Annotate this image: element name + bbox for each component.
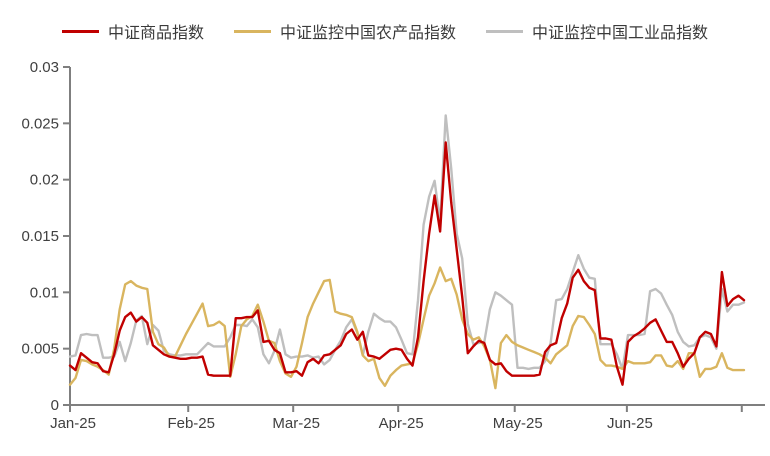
y-tick-label: 0.025 [21,115,59,132]
x-tick-label: Jan-25 [50,415,96,432]
y-tick-label: 0.02 [30,172,59,189]
x-tick-label: Jun-25 [607,415,653,432]
legend-line-swatch-gold [233,29,271,33]
x-tick-label: May-25 [493,415,543,432]
x-tick-label: Feb-25 [167,415,215,432]
y-tick-label: 0 [51,397,59,414]
x-tick-label: Mar-25 [272,415,320,432]
legend-item-agricultural-index: 中证监控中国农产品指数 [233,19,456,43]
y-tick-label: 0.015 [21,228,59,245]
chart-legend: 中证商品指数 中证监控中国农产品指数 中证监控中国工业品指数 [0,19,770,43]
y-tick-label: 0.01 [30,284,59,301]
series-line-中证监控中国农产品指数 [68,266,746,390]
legend-label: 中证商品指数 [107,23,204,42]
series-line-中证商品指数 [68,141,746,386]
legend-item-commodity-index: 中证商品指数 [61,19,204,43]
series-line-中证监控中国工业品指数 [68,114,746,371]
y-tick-label: 0.005 [21,341,59,358]
y-tick-label: 0.03 [30,59,59,76]
legend-label: 中证监控中国农产品指数 [279,23,456,42]
legend-item-industrial-index: 中证监控中国工业品指数 [486,19,708,43]
legend-line-swatch-red [61,29,99,33]
legend-label: 中证监控中国工业品指数 [532,23,709,42]
legend-line-swatch-gray [486,29,523,33]
x-tick-label: Apr-25 [379,415,424,432]
